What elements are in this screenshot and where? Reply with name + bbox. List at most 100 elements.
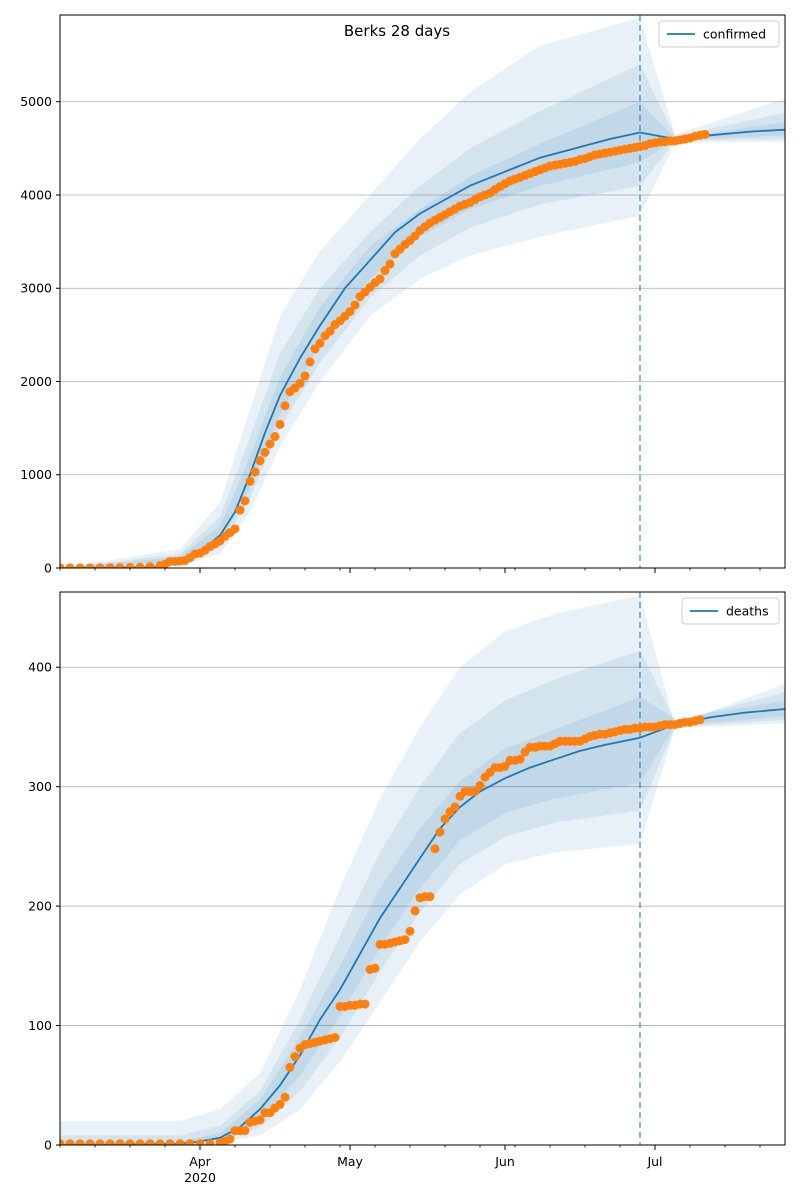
observed-point xyxy=(410,906,420,916)
uncertainty-band xyxy=(640,17,785,216)
x-tick-label: Jul xyxy=(646,1154,662,1169)
observed-point xyxy=(290,1052,300,1062)
observed-point xyxy=(515,754,525,764)
confirmed-panel: 0 1000 2000 3000 4000 5000 confirmed xyxy=(20,14,786,576)
observed-point xyxy=(60,1139,65,1145)
observed-point xyxy=(300,371,310,381)
legend-label: confirmed xyxy=(703,27,766,42)
observed-point xyxy=(195,1139,205,1145)
observed-point xyxy=(370,963,380,973)
axes-frame xyxy=(59,14,786,569)
legend: deaths xyxy=(681,597,780,625)
observed-point xyxy=(330,1033,340,1043)
observed-point xyxy=(380,266,390,276)
observed-point xyxy=(115,1139,125,1145)
observed-point xyxy=(325,326,335,336)
observed-point xyxy=(105,1139,115,1145)
observed-point xyxy=(700,129,710,139)
y-tick-label: 300 xyxy=(28,779,52,794)
y-tick-label: 2000 xyxy=(20,374,52,389)
observed-point xyxy=(95,563,105,568)
observed-point xyxy=(95,1139,105,1145)
uncertainty-band xyxy=(60,595,640,1145)
observed-point xyxy=(695,715,705,725)
observed-point xyxy=(280,1092,290,1102)
x-tick-label: Jun xyxy=(494,1154,515,1169)
y-tick-label: 0 xyxy=(44,1138,52,1153)
y-tick-label: 400 xyxy=(28,660,52,675)
observed-point xyxy=(295,378,305,388)
uncertainty-band xyxy=(60,697,640,1145)
observed-point xyxy=(185,1139,195,1145)
observed-point xyxy=(275,1099,285,1109)
y-tick-label: 3000 xyxy=(20,281,52,296)
observed-point xyxy=(470,786,480,796)
observed-point xyxy=(135,562,145,568)
observed-point xyxy=(425,892,435,902)
observed-point xyxy=(115,563,125,568)
observed-point xyxy=(235,505,245,515)
x-tick-sublabel: 2020 xyxy=(184,1170,216,1185)
uncertainty-band xyxy=(640,697,785,784)
axes-frame xyxy=(59,591,786,1146)
model-line xyxy=(639,708,785,739)
observed-point xyxy=(75,563,85,568)
uncertainty-band xyxy=(640,64,785,186)
uncertainty-band xyxy=(60,17,640,568)
observed-point xyxy=(285,1062,295,1072)
observed-point xyxy=(450,802,460,812)
plot-area xyxy=(60,15,785,568)
y-tick-label: 1000 xyxy=(20,467,52,482)
model-line xyxy=(639,128,785,140)
observed-point xyxy=(60,563,65,568)
observed-point xyxy=(240,1126,250,1136)
observed-point xyxy=(500,761,510,771)
uncertainty-band xyxy=(640,650,785,811)
observed-point xyxy=(125,563,135,568)
observed-point xyxy=(105,563,115,568)
observed-point xyxy=(255,456,265,466)
y-tick-label: 200 xyxy=(28,899,52,914)
observed-point xyxy=(280,401,290,411)
legend-box xyxy=(681,597,780,625)
observed-point xyxy=(350,300,360,310)
y-tick-label: 100 xyxy=(28,1018,52,1033)
observed-point xyxy=(345,307,355,317)
x-tick-label: Apr xyxy=(189,1154,211,1169)
observed-point xyxy=(400,935,410,945)
observed-point xyxy=(440,814,450,824)
observed-point xyxy=(275,419,285,429)
y-tick-label: 4000 xyxy=(20,187,52,202)
observed-point xyxy=(230,524,240,534)
observed-point xyxy=(385,259,395,269)
observed-point xyxy=(65,563,75,568)
observed-point xyxy=(265,439,275,449)
observed-point xyxy=(225,1134,235,1144)
uncertainty-band xyxy=(60,101,640,568)
observed-point xyxy=(360,999,370,1009)
observed-point xyxy=(475,780,485,790)
observed-point xyxy=(245,476,255,486)
observed-point xyxy=(250,467,260,477)
observed-point xyxy=(430,844,440,854)
legend-box xyxy=(658,20,780,48)
uncertainty-band xyxy=(640,595,785,844)
observed-point xyxy=(165,1139,175,1145)
observed-point xyxy=(315,338,325,348)
observed-point xyxy=(75,1139,85,1145)
observed-point xyxy=(260,447,270,457)
observed-point xyxy=(85,563,95,568)
observed-point xyxy=(240,496,250,506)
observed-point xyxy=(205,1139,215,1145)
observed-point xyxy=(375,274,385,284)
observed-point xyxy=(155,1139,165,1145)
observed-point xyxy=(145,562,155,568)
observed-point xyxy=(175,1139,185,1145)
observed-point xyxy=(255,1115,265,1125)
observed-point xyxy=(65,1139,75,1145)
plot-area xyxy=(60,592,785,1145)
legend-label: deaths xyxy=(726,604,769,619)
